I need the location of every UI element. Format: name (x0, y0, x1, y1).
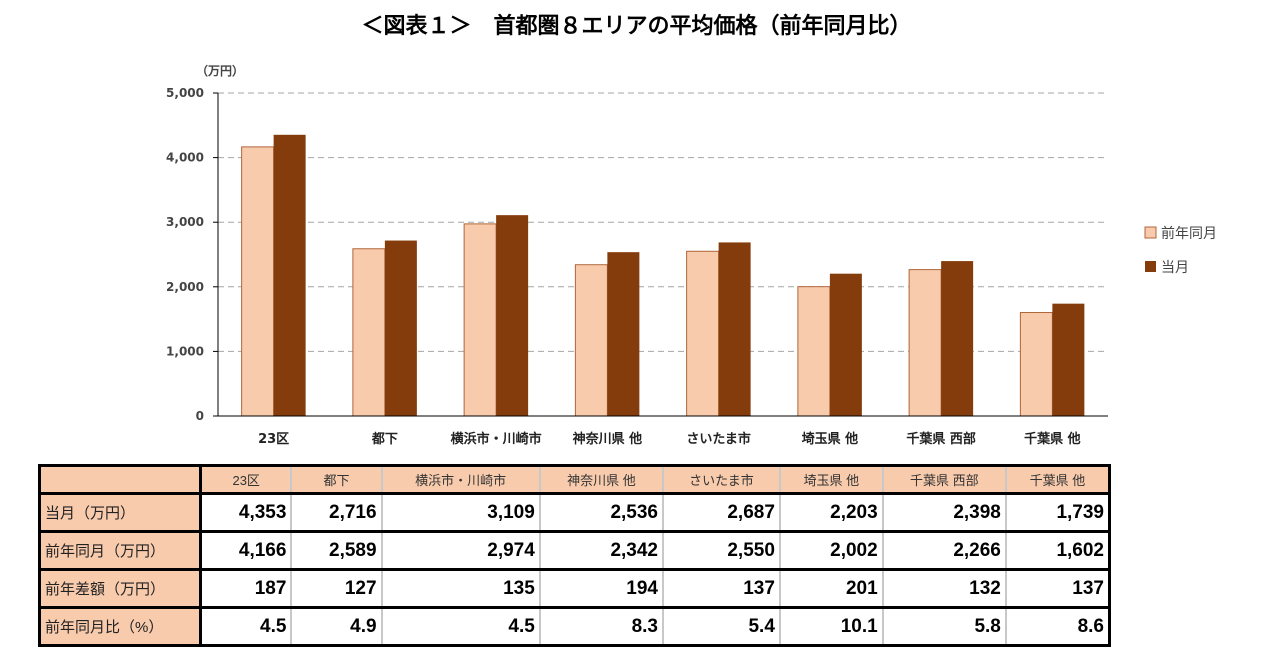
table-cell: 2,536 (538, 492, 663, 532)
x-tick-label: 千葉県 他 (1024, 431, 1081, 447)
table-header: 埼玉県 他 (778, 465, 883, 494)
x-tick-label: 横浜市・川崎市 (451, 431, 542, 447)
table-cell: 3,109 (380, 492, 540, 532)
x-tick-label: さいたま市 (686, 431, 751, 447)
bar-previous-year (463, 223, 497, 417)
table-cell: 135 (380, 568, 540, 608)
table-cell: 8.3 (538, 606, 663, 646)
table-cell: 4.5 (380, 606, 540, 646)
row-label: 前年同月比（%） (38, 606, 202, 646)
table-cell: 4,166 (199, 530, 292, 570)
table-cell: 1,739 (1004, 492, 1110, 532)
legend-swatch (1145, 261, 1156, 272)
table-header: 千葉県 他 (1004, 465, 1110, 494)
bar-previous-year (686, 250, 720, 417)
bar-chart: （万円） 0 1,000 2,000 3,000 4,000 5,000 23区 都下 横浜市・川… (166, 63, 1217, 447)
row-label: 前年差額（万円） (38, 568, 202, 608)
table-cell: 1,602 (1004, 530, 1110, 570)
table-cell: 4,353 (199, 492, 292, 532)
table-header: 千葉県 西部 (881, 465, 1006, 494)
table-header: 神奈川県 他 (538, 465, 663, 494)
table-cell: 2,589 (290, 530, 382, 570)
y-tick-label: 0 (196, 409, 204, 423)
table-cell: 2,266 (881, 530, 1006, 570)
table-header: 横浜市・川崎市 (380, 465, 540, 494)
table-cell: 132 (881, 568, 1006, 608)
table-cell: 201 (778, 568, 883, 608)
table-cell: 4.9 (290, 606, 382, 646)
y-axis-label: （万円） (196, 63, 244, 78)
table-cell: 137 (661, 568, 780, 608)
bar-current-month (829, 273, 862, 416)
y-tick-label: 3,000 (166, 215, 204, 229)
table-cell: 127 (290, 568, 382, 608)
table-cell: 5.8 (881, 606, 1006, 646)
bar-previous-year (241, 146, 275, 417)
row-label: 当月（万円） (38, 492, 202, 532)
table-row: 前年同月比（%） 4.5 4.9 4.5 8.3 5.4 10.1 5.8 8.6 (38, 606, 1110, 646)
bar-previous-year (908, 269, 942, 417)
table-cell: 2,398 (881, 492, 1006, 532)
table-row: 前年差額（万円） 187 127 135 194 137 201 132 137 (38, 568, 1110, 608)
bar-current-month (718, 242, 751, 416)
legend-label: 当月 (1161, 260, 1189, 276)
table-row: 当月（万円） 4,353 2,716 3,109 2,536 2,687 2,203 2,39… (38, 492, 1110, 532)
row-label: 前年同月（万円） (38, 530, 202, 570)
table-cell: 5.4 (661, 606, 780, 646)
bar-current-month (941, 261, 974, 416)
table-row: 前年同月（万円） 4,166 2,589 2,974 2,342 2,550 2,002 2,… (38, 530, 1110, 570)
table-cell: 2,974 (380, 530, 540, 570)
table-header: 23区 (199, 465, 292, 494)
data-table: 23区 都下 横浜市・川崎市 神奈川県 他さいたま市 埼玉県 他千葉県 西部 千葉県 他当… (38, 464, 1111, 647)
table-cell: 4.5 (199, 606, 292, 646)
table-corner (38, 465, 202, 494)
y-tick-label: 1,000 (166, 344, 204, 358)
chart-title: ＜図表１＞ 首都圏８エリアの平均価格（前年同月比） (361, 14, 912, 39)
bar-previous-year (574, 264, 608, 417)
table-cell: 137 (1004, 568, 1110, 608)
table-cell: 2,203 (778, 492, 883, 532)
y-tick-label: 5,000 (166, 86, 204, 100)
table-header: 都下 (290, 465, 382, 494)
x-tick-label: 千葉県 西部 (906, 431, 976, 447)
table-cell: 194 (538, 568, 663, 608)
table-cell: 2,687 (661, 492, 780, 532)
table-cell: 2,716 (290, 492, 382, 532)
x-tick-label: 23区 (258, 432, 289, 447)
bar-current-month (496, 215, 529, 416)
legend-swatch (1144, 226, 1157, 239)
table-cell: 2,550 (661, 530, 780, 570)
table-cell: 187 (199, 568, 292, 608)
x-tick-label: 埼玉県 他 (802, 431, 859, 447)
legend-label: 前年同月 (1161, 225, 1217, 242)
bar-previous-year (797, 286, 831, 417)
bar-current-month (273, 134, 306, 416)
bar-previous-year (1019, 312, 1053, 417)
table-cell: 10.1 (778, 606, 883, 646)
y-tick-label: 4,000 (166, 151, 204, 165)
y-tick-label: 2,000 (166, 280, 204, 294)
bar-current-month (384, 240, 417, 416)
bar-previous-year (352, 248, 386, 417)
table-header: さいたま市 (661, 465, 780, 494)
table-cell: 2,002 (778, 530, 883, 570)
x-tick-label: 都下 (371, 431, 398, 447)
table-cell: 2,342 (538, 530, 663, 570)
bar-current-month (607, 252, 640, 416)
bar-current-month (1052, 303, 1085, 416)
table-cell: 8.6 (1004, 606, 1110, 646)
x-tick-label: 神奈川県 他 (573, 431, 643, 447)
